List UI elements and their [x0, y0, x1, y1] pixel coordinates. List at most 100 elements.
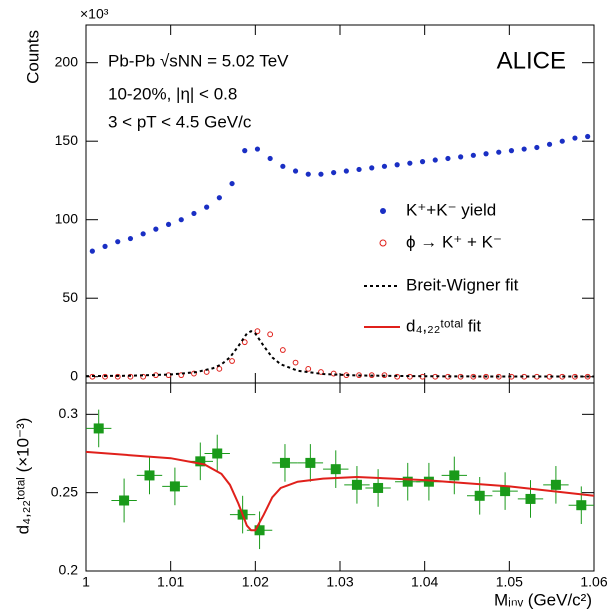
data-point [419, 159, 426, 165]
data-point [394, 162, 400, 168]
data-point [474, 490, 485, 501]
multiplier: ×10³ [80, 6, 109, 22]
plot-frame [85, 24, 595, 384]
data-point [559, 138, 565, 144]
legend-marker [379, 239, 387, 247]
x-tick-label: 1 [82, 574, 90, 590]
data-point [585, 133, 591, 140]
data-point [191, 210, 197, 217]
data-point [267, 155, 273, 162]
data-point [305, 457, 316, 468]
data-point [318, 369, 324, 375]
data-point [102, 243, 108, 249]
data-point [165, 221, 172, 228]
data-point [280, 163, 286, 169]
x-axis-label: Mᵢₙᵥ (GeV/c²) [494, 590, 592, 609]
data-point [178, 217, 184, 223]
data-point [550, 479, 561, 490]
data-point [369, 165, 375, 171]
x-tick-label: 1.01 [157, 574, 184, 590]
data-point [89, 248, 95, 254]
legend-label: d₄,₂₂ᵗᵒᵗᵃˡ fit [406, 316, 481, 335]
y-tick-label: 0 [70, 367, 78, 383]
data-point [242, 148, 248, 154]
annotation: 10-20%, |η| < 0.8 [108, 84, 237, 103]
data-point [351, 479, 362, 490]
data-point [279, 457, 290, 468]
data-point [254, 146, 261, 152]
data-point [356, 166, 362, 173]
data-point [115, 239, 121, 245]
data-point [381, 163, 388, 169]
data-point [241, 339, 248, 346]
x-tick-label: 1.06 [580, 574, 607, 590]
y-tick-label: 150 [55, 132, 79, 148]
data-point [216, 365, 223, 372]
y-tick-label: 0.3 [59, 405, 79, 421]
data-point [525, 493, 536, 504]
data-point [500, 486, 511, 497]
data-point [572, 135, 578, 141]
y-axis-label: d₄,₂₂ᵗᵒᵗᵃˡ (×10⁻³) [13, 418, 32, 535]
x-tick-label: 1.04 [411, 574, 438, 590]
data-point [423, 476, 434, 487]
data-point [432, 157, 438, 163]
data-point [93, 423, 104, 434]
data-point [292, 359, 299, 366]
legend-label: K⁺+K⁻ yield [406, 200, 496, 219]
data-point [140, 231, 146, 237]
data-point [402, 476, 413, 487]
data-point [127, 235, 134, 242]
data-point [305, 171, 311, 177]
data-point [343, 168, 349, 174]
data-point [292, 168, 299, 174]
y-tick-label: 50 [62, 289, 78, 305]
x-tick-label: 1.05 [496, 574, 523, 590]
y-tick-label: 0.25 [51, 483, 78, 499]
data-point [229, 180, 235, 187]
annotation: 3 < pT < 4.5 GeV/c [108, 112, 252, 131]
data-point [483, 151, 489, 157]
data-point [229, 358, 235, 364]
data-point [195, 456, 206, 467]
data-point [216, 195, 222, 201]
experiment-label: ALICE [497, 47, 566, 74]
data-point [534, 144, 540, 151]
legend-marker [380, 208, 386, 214]
data-point [279, 347, 286, 353]
data-point [119, 495, 130, 506]
data-point [267, 331, 274, 338]
data-point [318, 171, 324, 177]
data-point [470, 152, 476, 158]
data-point [458, 154, 464, 160]
y-tick-label: 100 [55, 210, 79, 226]
data-point [153, 226, 159, 232]
data-point [496, 149, 502, 155]
data-point [204, 204, 210, 210]
data-point [254, 328, 261, 335]
fit-line-dashed [85, 330, 594, 378]
data-point [373, 482, 384, 493]
data-point [254, 525, 265, 536]
data-point [508, 148, 515, 154]
data-point [449, 470, 460, 481]
data-point [576, 500, 587, 511]
data-point [212, 448, 223, 459]
data-point [521, 146, 527, 152]
annotation: Pb-Pb √sNN = 5.02 TeV [108, 51, 289, 70]
y-tick-label: 0.2 [59, 562, 79, 578]
fit-line [85, 450, 595, 532]
data-point [169, 481, 180, 492]
legend-label: Breit-Wigner fit [406, 275, 519, 294]
data-point [331, 169, 337, 176]
data-point [144, 470, 155, 481]
legend-label: ϕ → K⁺ + K⁻ [406, 232, 502, 251]
data-point [445, 155, 451, 162]
data-point [407, 160, 413, 166]
x-tick-label: 1.03 [326, 574, 353, 590]
y-tick-label: 200 [55, 53, 79, 69]
data-point [305, 365, 312, 372]
data-point [330, 464, 341, 475]
data-point [546, 141, 553, 147]
